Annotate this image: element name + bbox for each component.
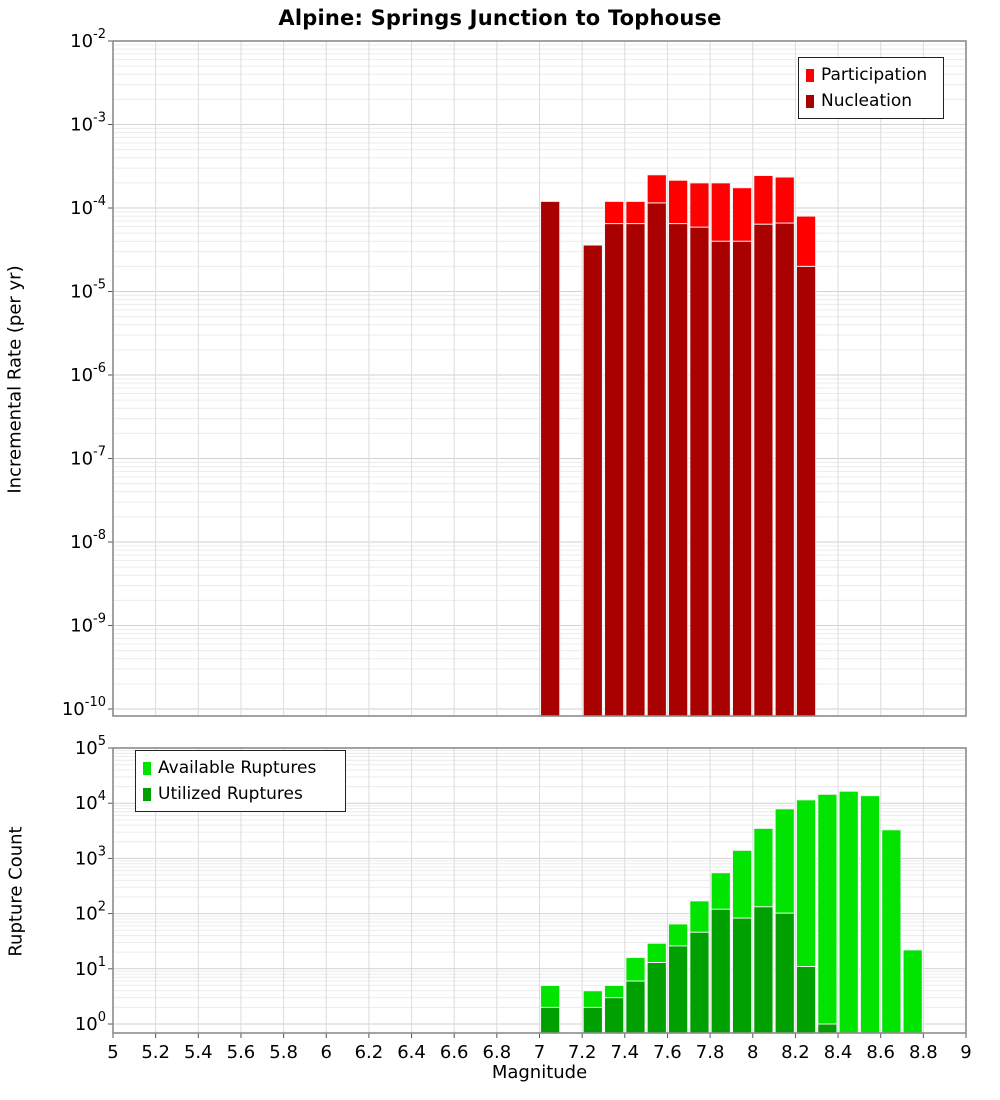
- x-tick-label: 5.2: [141, 1042, 170, 1063]
- bar-utilized-ruptures-m8.05: [753, 906, 774, 1034]
- bar-utilized-ruptures-m7.95: [731, 917, 753, 1034]
- x-tick-label: 8.6: [866, 1042, 895, 1063]
- x-tick-label: 8.2: [781, 1042, 810, 1063]
- legend-label-utilized-ruptures: Utilized Ruptures: [158, 784, 303, 804]
- y-tick-label: 100: [75, 1010, 106, 1035]
- bar-utilized-ruptures-m7.45: [625, 980, 646, 1034]
- y-tick-label: 101: [75, 955, 106, 980]
- bar-utilized-ruptures-m8.25: [795, 966, 817, 1034]
- x-tick-label: 5.6: [227, 1042, 256, 1063]
- x-tick-label: 7.6: [653, 1042, 682, 1063]
- legend-item-nucleation: Nucleation: [806, 88, 935, 114]
- available-ruptures-swatch-icon: [143, 761, 151, 775]
- legend-item-utilized-ruptures: Utilized Ruptures: [143, 781, 337, 807]
- x-tick-label: 6: [321, 1042, 332, 1063]
- x-tick-label: 6.6: [440, 1042, 469, 1063]
- x-tick-label: 7: [534, 1042, 545, 1063]
- x-tick-label: 6.4: [397, 1042, 426, 1063]
- bar-utilized-ruptures-m7.55: [646, 962, 667, 1034]
- y-tick-label: 104: [75, 789, 106, 814]
- x-tick-label: 5.8: [269, 1042, 298, 1063]
- bar-utilized-ruptures-m7.65: [668, 945, 689, 1034]
- x-tick-label: 5: [107, 1042, 118, 1063]
- top-legend: Participation Nucleation: [798, 57, 944, 119]
- chart-title: Alpine: Springs Junction to Tophouse: [278, 6, 722, 30]
- bar-utilized-ruptures-m7.75: [689, 931, 710, 1034]
- legend-label-participation: Participation: [821, 65, 928, 85]
- bar-utilized-ruptures-m8.15: [774, 912, 795, 1034]
- x-axis-label: Magnitude: [491, 1062, 588, 1083]
- bar-available-ruptures-m8.45: [838, 790, 859, 1034]
- x-tick-label: 8.8: [909, 1042, 938, 1063]
- x-tick-label: 8.4: [824, 1042, 853, 1063]
- legend-item-participation: Participation: [806, 62, 935, 88]
- bar-utilized-ruptures-m7.85: [710, 908, 731, 1034]
- x-tick-label: 6.2: [355, 1042, 384, 1063]
- x-tick-label: 7.2: [568, 1042, 597, 1063]
- bar-utilized-ruptures-m7.25: [582, 1006, 603, 1034]
- bar-utilized-ruptures-m8.35: [817, 1023, 838, 1034]
- y-tick-label: 10-8: [70, 528, 106, 553]
- bar-available-ruptures-m8.65: [881, 829, 902, 1034]
- legend-label-nucleation: Nucleation: [821, 91, 913, 111]
- x-tick-label: 8: [747, 1042, 758, 1063]
- x-tick-label: 9: [960, 1042, 971, 1063]
- bar-available-ruptures-m8.35: [817, 793, 838, 1034]
- bar-available-ruptures-m8.55: [859, 795, 881, 1034]
- bar-utilized-ruptures-m7.05: [540, 1006, 561, 1034]
- y-tick-label: 105: [75, 734, 106, 759]
- y-tick-label: 103: [75, 844, 106, 869]
- legend-label-available-ruptures: Available Ruptures: [158, 758, 317, 778]
- bar-utilized-ruptures-m7.35: [604, 997, 625, 1034]
- bottom-y-axis-label: Rupture Count: [5, 826, 27, 957]
- x-tick-label: 7.4: [610, 1042, 639, 1063]
- top-y-axis-label: Incremental Rate (per yr): [4, 265, 26, 494]
- bar-available-ruptures-m8.75: [902, 949, 923, 1034]
- participation-swatch-icon: [806, 68, 814, 82]
- x-tick-label: 7.8: [696, 1042, 725, 1063]
- plot-border: [112, 40, 967, 717]
- y-tick-label: 102: [75, 900, 106, 925]
- x-tick-label: 5.4: [184, 1042, 213, 1063]
- nucleation-swatch-icon: [806, 94, 814, 108]
- plot-border: [112, 747, 967, 1034]
- utilized-ruptures-swatch-icon: [143, 787, 151, 801]
- legend-item-available-ruptures: Available Ruptures: [143, 755, 337, 781]
- x-tick-label: 6.8: [483, 1042, 512, 1063]
- bottom-legend: Available Ruptures Utilized Ruptures: [135, 750, 346, 812]
